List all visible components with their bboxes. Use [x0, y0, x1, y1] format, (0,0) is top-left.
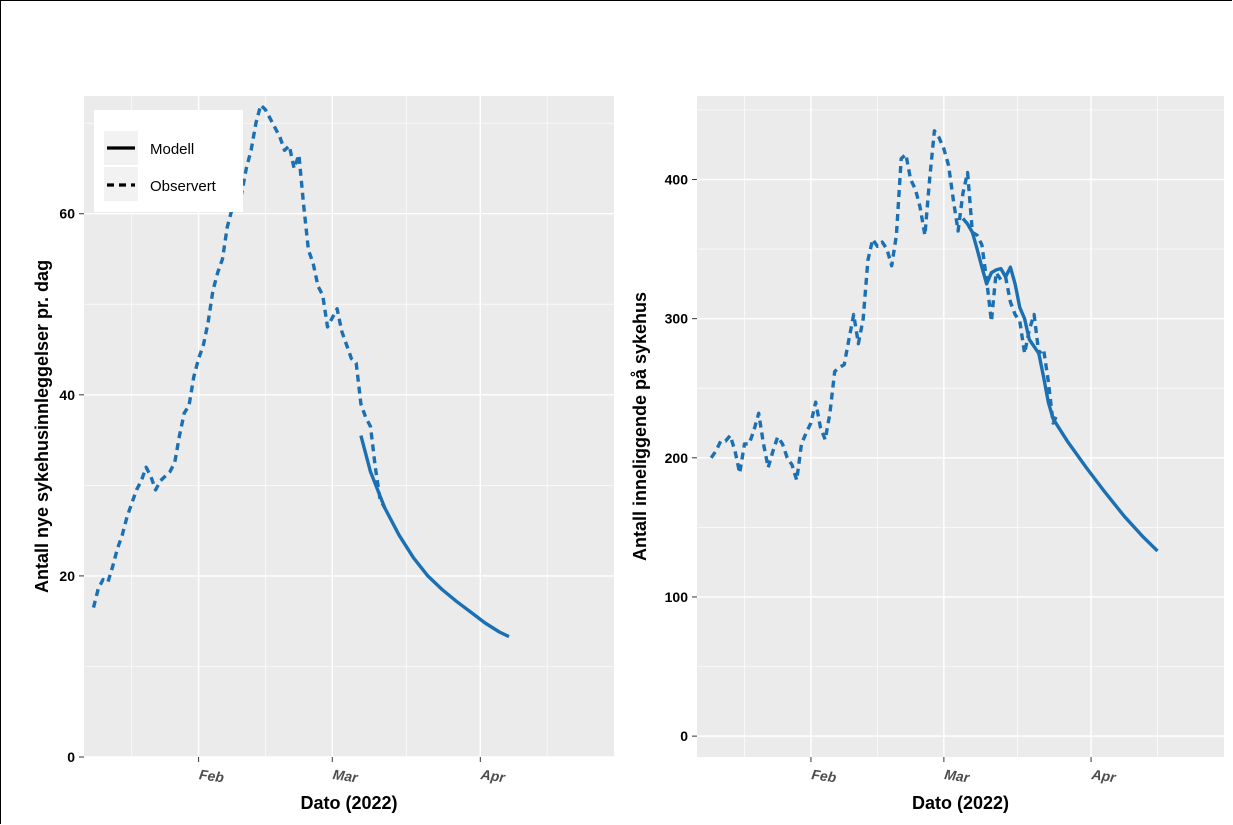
y-tick-label: 0: [680, 728, 688, 744]
y-tick-label: 400: [665, 171, 689, 187]
series-line-observert: [709, 129, 1060, 482]
plot-panel: [697, 96, 1224, 757]
y-tick-label: 300: [665, 311, 689, 327]
legend: Modell Observert: [94, 110, 243, 212]
series-line-modell: [961, 217, 1159, 553]
y-axis-title: Antall inneliggende på sykehus: [630, 292, 650, 561]
y-tick-label: 100: [665, 589, 689, 605]
x-tick-label: Mar: [943, 766, 971, 786]
x-axis-title: Dato (2022): [912, 793, 1009, 813]
legend-label-modell: Modell: [150, 141, 194, 158]
y-tick-label: 0: [67, 749, 75, 765]
x-axis-title: Dato (2022): [300, 793, 397, 813]
x-tick-label: Mar: [332, 766, 360, 786]
y-axis-title: Antall nye sykehusinnleggelser pr. dag: [32, 260, 52, 593]
y-tick-label: 60: [59, 206, 75, 222]
x-tick-label: Feb: [198, 766, 225, 785]
right-chart: Feb Mar Apr 0 100 200 300 400 Dato (2022) Antall …: [630, 96, 1224, 813]
legend-label-observert: Observert: [150, 178, 217, 195]
y-tick-label: 40: [59, 387, 75, 403]
x-tick-label: Feb: [811, 766, 838, 785]
y-tick-label: 20: [59, 568, 75, 584]
series-line-modell: [359, 435, 510, 639]
x-tick-label: Apr: [479, 766, 508, 786]
x-tick-label: Apr: [1090, 766, 1119, 786]
y-tick-label: 200: [665, 450, 689, 466]
